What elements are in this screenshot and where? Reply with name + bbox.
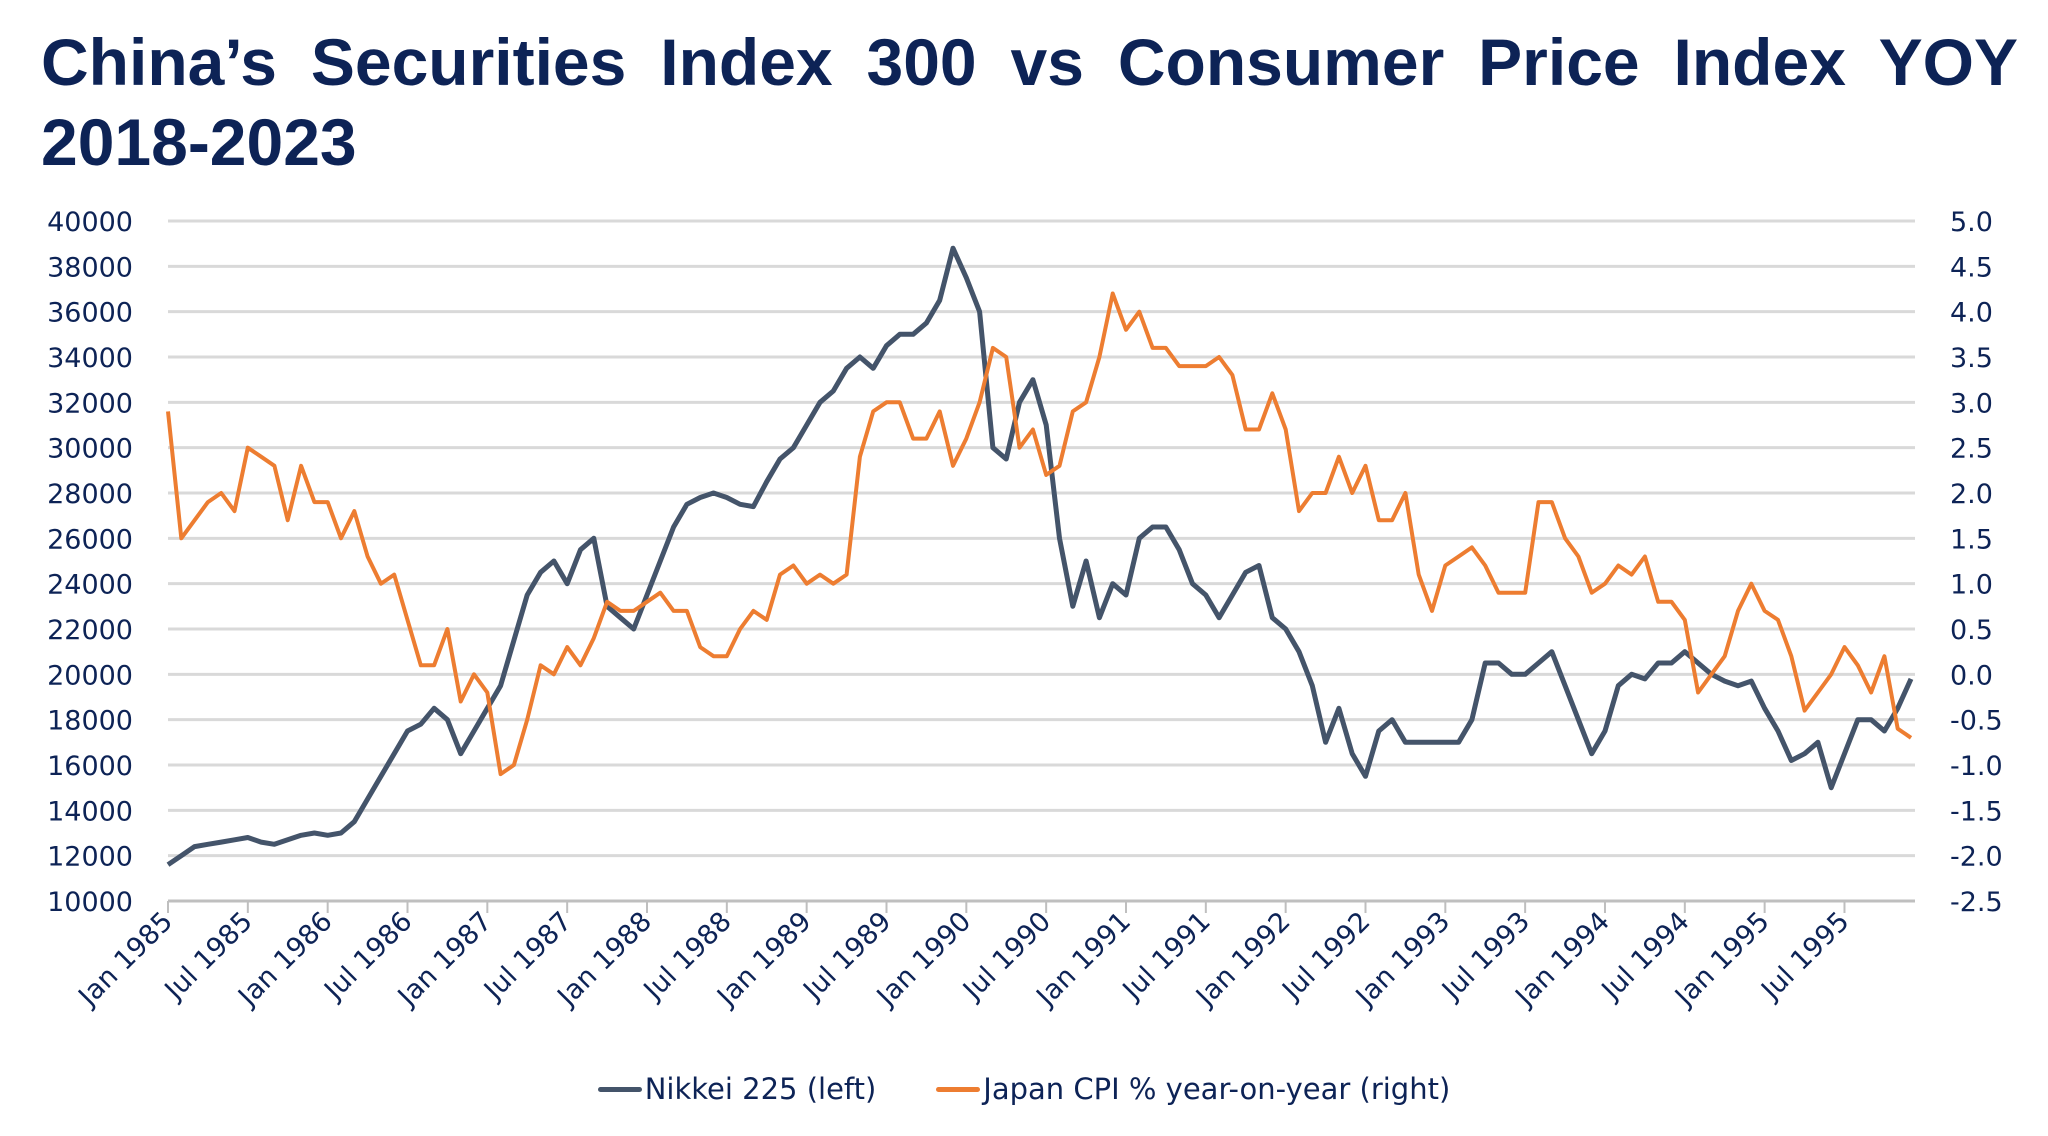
left-tick-label: 20000: [47, 660, 133, 691]
right-tick-label: -1.0: [1950, 751, 2003, 782]
right-tick-label: 2.5: [1950, 434, 1993, 465]
left-tick-label: 14000: [47, 796, 133, 827]
left-tick-label: 12000: [47, 842, 133, 873]
left-tick-label: 30000: [47, 434, 133, 465]
right-axis-ticks: -2.5 -2.0 -1.5 -1.0 -0.5 0.0 0.5 1.0 1.5 2.0 2.5 3.…: [1950, 207, 2003, 918]
right-tick-label: 0.0: [1950, 660, 1993, 691]
x-tick-label: Jan 1985: [72, 906, 179, 1013]
x-tick-label: Jul 1995: [1754, 906, 1855, 1007]
nikkei-line: [166, 245, 1914, 867]
right-tick-label: -0.5: [1950, 706, 2003, 737]
left-tick-label: 38000: [47, 252, 133, 283]
right-tick-label: -2.0: [1950, 842, 2003, 873]
left-tick-label: 36000: [47, 298, 133, 329]
legend-label-nikkei: Nikkei 225 (left): [644, 1072, 877, 1106]
left-tick-label: 28000: [47, 479, 133, 510]
left-tick-label: 16000: [47, 751, 133, 782]
left-tick-label: 22000: [47, 615, 133, 646]
right-tick-label: 3.0: [1950, 388, 1993, 419]
right-tick-label: 5.0: [1950, 207, 1993, 238]
left-tick-label: 26000: [47, 524, 133, 555]
right-tick-label: -2.5: [1950, 887, 2003, 918]
right-tick-label: 4.0: [1950, 298, 1993, 329]
chart-title: China’s Securities Index 300 vs Consumer…: [41, 25, 2018, 179]
right-tick-label: -1.5: [1950, 796, 2003, 827]
legend-swatch-cpi: [936, 1086, 981, 1092]
left-tick-label: 24000: [47, 570, 133, 601]
legend-item-cpi: Japan CPI % year-on-year (right): [936, 1072, 1450, 1106]
right-tick-label: 1.0: [1950, 570, 1993, 601]
right-tick-label: 0.5: [1950, 615, 1993, 646]
series-lines: [166, 245, 1914, 867]
cpi-line: [166, 291, 1913, 777]
left-tick-label: 32000: [47, 388, 133, 419]
gridlines: [168, 219, 1915, 903]
right-tick-label: 1.5: [1950, 524, 1993, 555]
left-tick-label: 18000: [47, 706, 133, 737]
legend: Nikkei 225 (left) Japan CPI % year-on-ye…: [0, 1072, 2048, 1106]
left-tick-label: 40000: [47, 207, 133, 238]
left-tick-label: 10000: [47, 887, 133, 918]
right-tick-label: 3.5: [1950, 343, 1993, 374]
right-tick-label: 4.5: [1950, 252, 1993, 283]
left-axis-ticks: 10000 12000 14000 16000 18000 20000 22000 24000…: [47, 207, 133, 918]
legend-item-nikkei: Nikkei 225 (left): [597, 1072, 877, 1106]
right-tick-label: 2.0: [1950, 479, 1993, 510]
left-tick-label: 34000: [47, 343, 133, 374]
legend-swatch-nikkei: [597, 1086, 642, 1092]
legend-label-cpi: Japan CPI % year-on-year (right): [983, 1072, 1451, 1106]
